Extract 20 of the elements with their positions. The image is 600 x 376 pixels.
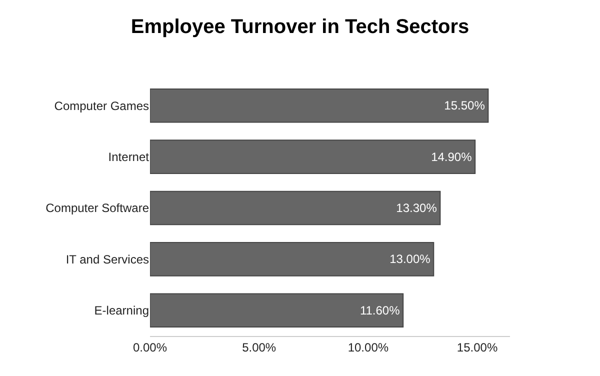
- data-label: 15.50%: [444, 98, 486, 113]
- bar: [150, 140, 476, 174]
- bar: [150, 88, 489, 123]
- y-tick-label: Computer Software: [46, 201, 150, 216]
- data-label: 13.00%: [390, 252, 431, 266]
- y-tick-label: Internet: [108, 150, 150, 164]
- x-tick-label: 0.00%: [132, 340, 168, 354]
- x-tick-label: 15.00%: [456, 340, 498, 354]
- bar: [150, 190, 441, 226]
- x-tick-label: 10.00%: [348, 340, 389, 354]
- bar: [150, 242, 434, 276]
- x-tick-label: 5.00%: [242, 340, 276, 354]
- y-tick-label: Computer Games: [54, 98, 149, 113]
- bar: [150, 293, 404, 328]
- y-tick-label: IT and Services: [66, 252, 149, 266]
- data-label: 13.30%: [396, 201, 438, 215]
- data-label: 11.60%: [360, 303, 400, 318]
- chart-title: Employee Turnover in Tech Sectors: [130, 16, 470, 38]
- y-tick-label: E-learning: [94, 304, 149, 318]
- data-label: 14.90%: [431, 150, 472, 164]
